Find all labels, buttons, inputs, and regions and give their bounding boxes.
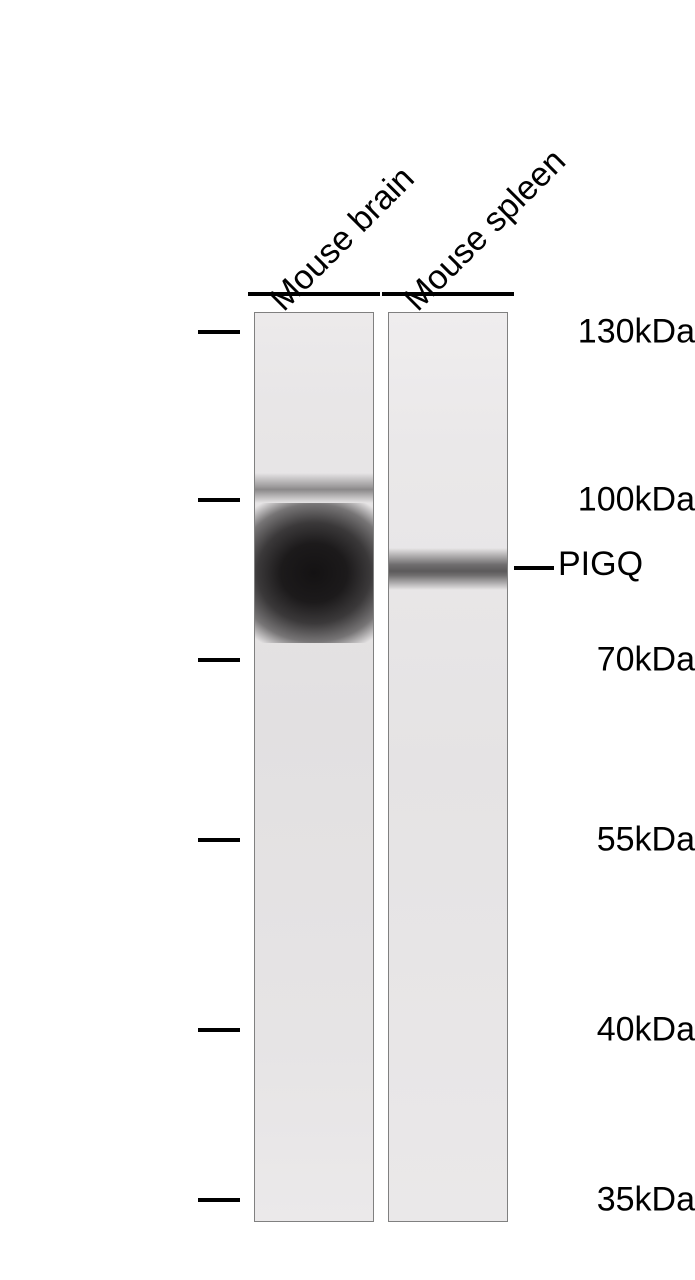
target-tick <box>514 566 554 570</box>
mw-marker-label: 70kDa <box>501 641 695 680</box>
lane-mouse-spleen-band <box>389 548 507 590</box>
mw-marker-label: 55kDa <box>501 821 695 860</box>
mw-marker-tick <box>198 838 240 842</box>
target-label: PIGQ <box>558 545 643 584</box>
lane-mouse-brain-band <box>255 503 373 643</box>
mw-marker-tick <box>198 658 240 662</box>
western-blot-figure: 130kDa100kDa70kDa55kDa40kDa35kDaMouse br… <box>0 0 695 1280</box>
mw-marker-label: 130kDa <box>501 313 695 352</box>
mw-marker-tick <box>198 330 240 334</box>
mw-marker-tick <box>198 1028 240 1032</box>
lane-mouse-spleen <box>388 312 508 1222</box>
mw-marker-label: 40kDa <box>501 1011 695 1050</box>
lane-mouse-brain-band <box>255 473 373 503</box>
mw-marker-label: 100kDa <box>501 481 695 520</box>
mw-marker-tick <box>198 498 240 502</box>
lane-mouse-brain <box>254 312 374 1222</box>
mw-marker-label: 35kDa <box>501 1181 695 1220</box>
mw-marker-tick <box>198 1198 240 1202</box>
